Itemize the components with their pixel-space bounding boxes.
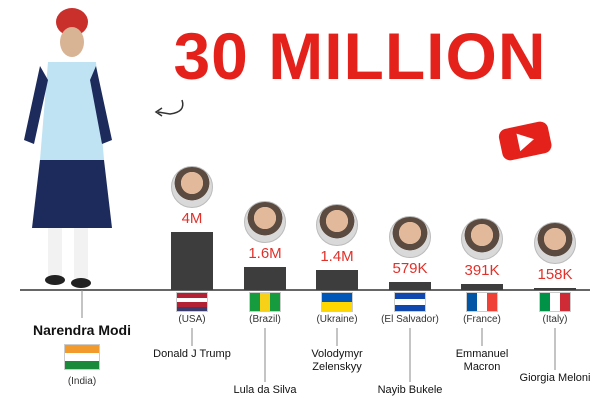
flag	[64, 344, 100, 370]
bar	[389, 281, 431, 290]
featured-name: Narendra Modi	[32, 322, 131, 338]
avatar	[244, 200, 286, 243]
country-label: (El Salvador)	[381, 314, 439, 325]
avatar	[389, 215, 431, 258]
stem	[336, 328, 338, 346]
bar	[171, 232, 213, 290]
headline: 30 MILLION	[173, 19, 547, 93]
flag	[249, 292, 281, 312]
country-label: (Ukraine)	[316, 314, 358, 325]
bar	[316, 269, 358, 290]
avatar	[316, 203, 358, 246]
value-label: 4M	[181, 210, 203, 227]
stem	[554, 328, 556, 370]
country-label: (France)	[463, 314, 501, 325]
value-label: 1.4M	[320, 247, 354, 265]
featured-country: (India)	[67, 376, 97, 387]
avatar	[171, 166, 213, 208]
name-label: Emmanuel Macron	[455, 348, 509, 373]
name-label: Nayib Bukele	[377, 384, 443, 396]
stem	[481, 328, 483, 346]
stem	[191, 328, 193, 346]
flag	[539, 292, 571, 312]
stem	[264, 328, 266, 382]
bar	[534, 287, 576, 290]
country-label: (Brazil)	[249, 314, 281, 325]
name-label: Giorgia Meloni	[519, 372, 591, 384]
bar	[461, 284, 503, 290]
country-label: (Italy)	[542, 314, 568, 325]
value-label: 158K	[537, 265, 573, 283]
stem	[409, 328, 411, 382]
flag	[321, 292, 353, 312]
value-label: 1.6M	[248, 244, 282, 262]
flag	[176, 292, 208, 312]
featured-figure	[24, 8, 184, 288]
bar	[244, 266, 286, 290]
flag	[466, 292, 498, 312]
value-label: 579K	[392, 259, 428, 277]
name-label: Donald J Trump	[153, 348, 231, 360]
youtube-icon	[498, 121, 552, 161]
avatar	[534, 221, 576, 264]
name-label: Lula da Silva	[233, 384, 297, 396]
value-label: 391K	[464, 262, 500, 280]
name-label: Volodymyr Zelenskyy	[311, 348, 363, 373]
avatar	[461, 218, 503, 261]
flag	[394, 292, 426, 312]
country-label: (USA)	[178, 314, 206, 325]
